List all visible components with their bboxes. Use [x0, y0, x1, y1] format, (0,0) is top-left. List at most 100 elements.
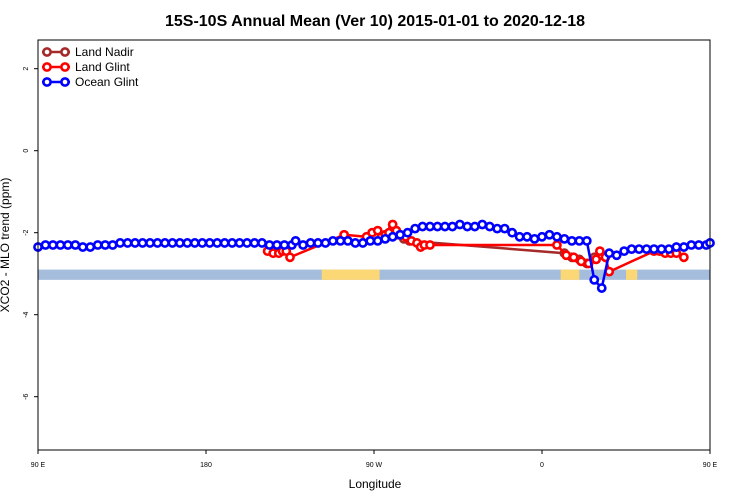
data-point — [425, 221, 435, 232]
data-point — [634, 244, 644, 254]
data-point — [514, 231, 525, 242]
legend-marker — [60, 77, 70, 87]
data-point — [678, 242, 689, 252]
legend-marker — [42, 77, 52, 87]
data-point — [596, 283, 607, 293]
data-point — [48, 240, 58, 250]
data-point — [197, 238, 208, 248]
data-point — [566, 235, 577, 246]
data-point — [619, 246, 630, 257]
data-point — [305, 238, 316, 248]
data-point — [372, 235, 383, 246]
land-segment-0 — [321, 269, 380, 280]
data-point — [469, 221, 480, 232]
data-point — [100, 240, 111, 250]
data-point — [219, 238, 230, 248]
data-point — [130, 238, 140, 248]
data-point — [574, 235, 585, 246]
data-point — [212, 238, 223, 248]
data-point — [686, 240, 697, 250]
x-tick-label: 90 E — [703, 462, 718, 469]
x-tick-label: 180 — [200, 462, 212, 469]
data-point — [693, 240, 704, 250]
data-point — [189, 238, 200, 248]
data-point — [115, 238, 126, 248]
data-point — [537, 231, 547, 242]
legend-label: Land Glint — [75, 60, 130, 74]
data-point — [591, 254, 602, 265]
legend-marker — [42, 62, 52, 72]
land-segment-1 — [560, 269, 580, 280]
data-point — [432, 221, 443, 232]
data-point — [561, 250, 572, 261]
data-point — [626, 244, 637, 254]
data-point — [249, 238, 260, 248]
data-point — [285, 252, 295, 263]
data-point — [365, 235, 376, 246]
data-point — [641, 244, 652, 254]
data-point — [77, 242, 88, 252]
data-point — [552, 231, 562, 242]
data-point — [70, 240, 81, 250]
data-point — [611, 250, 622, 261]
data-point — [649, 244, 659, 254]
data-point — [552, 240, 562, 250]
data-point — [604, 248, 615, 259]
legend-marker — [60, 47, 70, 57]
data-point — [55, 240, 66, 250]
data-point — [279, 240, 290, 250]
data-point — [576, 256, 587, 267]
data-point — [137, 238, 148, 248]
data-point — [167, 238, 178, 248]
data-point — [342, 235, 353, 246]
data-point — [160, 238, 170, 248]
legend-item-ocean-glint: Ocean Glint — [42, 75, 139, 89]
data-point — [298, 240, 308, 250]
data-point — [402, 227, 413, 238]
data-point — [425, 240, 435, 250]
data-point — [272, 240, 282, 250]
data-point — [594, 246, 605, 257]
y-tick-label: 0 — [23, 149, 30, 153]
data-point — [335, 235, 346, 246]
data-point — [484, 221, 495, 232]
chart-title: 15S-10S Annual Mean (Ver 10) 2015-01-01 … — [165, 13, 585, 30]
data-point — [410, 223, 420, 234]
land-ocean-mask — [38, 269, 710, 280]
data-point — [462, 221, 473, 232]
data-point — [529, 233, 540, 244]
data-point — [559, 233, 570, 244]
data-point — [350, 238, 361, 248]
data-point — [257, 238, 267, 248]
series-layer — [33, 219, 715, 293]
data-point — [92, 240, 103, 250]
data-point — [664, 244, 674, 254]
data-point — [313, 238, 323, 248]
data-point — [320, 238, 331, 248]
data-point — [387, 231, 398, 242]
y-tick-label: -2 — [23, 229, 30, 235]
y-axis-label: XCO2 - MLO trend (ppm) — [0, 178, 12, 313]
y-tick-label: 2 — [23, 67, 30, 71]
data-point — [264, 240, 275, 250]
data-point — [290, 235, 301, 246]
data-point — [589, 274, 600, 285]
data-point — [174, 238, 185, 248]
data-point — [380, 233, 391, 244]
x-tick-label: 90 W — [366, 462, 383, 469]
data-point — [447, 221, 458, 232]
x-axis: 90 E 180 90 W 0 90 E — [31, 450, 718, 469]
data-point — [107, 240, 118, 250]
data-point — [568, 252, 579, 263]
data-point — [122, 238, 133, 248]
data-point — [62, 240, 73, 250]
x-axis-label: Longitude — [349, 477, 402, 491]
y-tick-label: -4 — [23, 311, 30, 317]
legend-label: Land Nadir — [75, 45, 134, 59]
legend-marker — [42, 47, 52, 57]
data-point — [328, 235, 338, 246]
data-point — [152, 238, 163, 248]
data-point — [499, 223, 510, 234]
